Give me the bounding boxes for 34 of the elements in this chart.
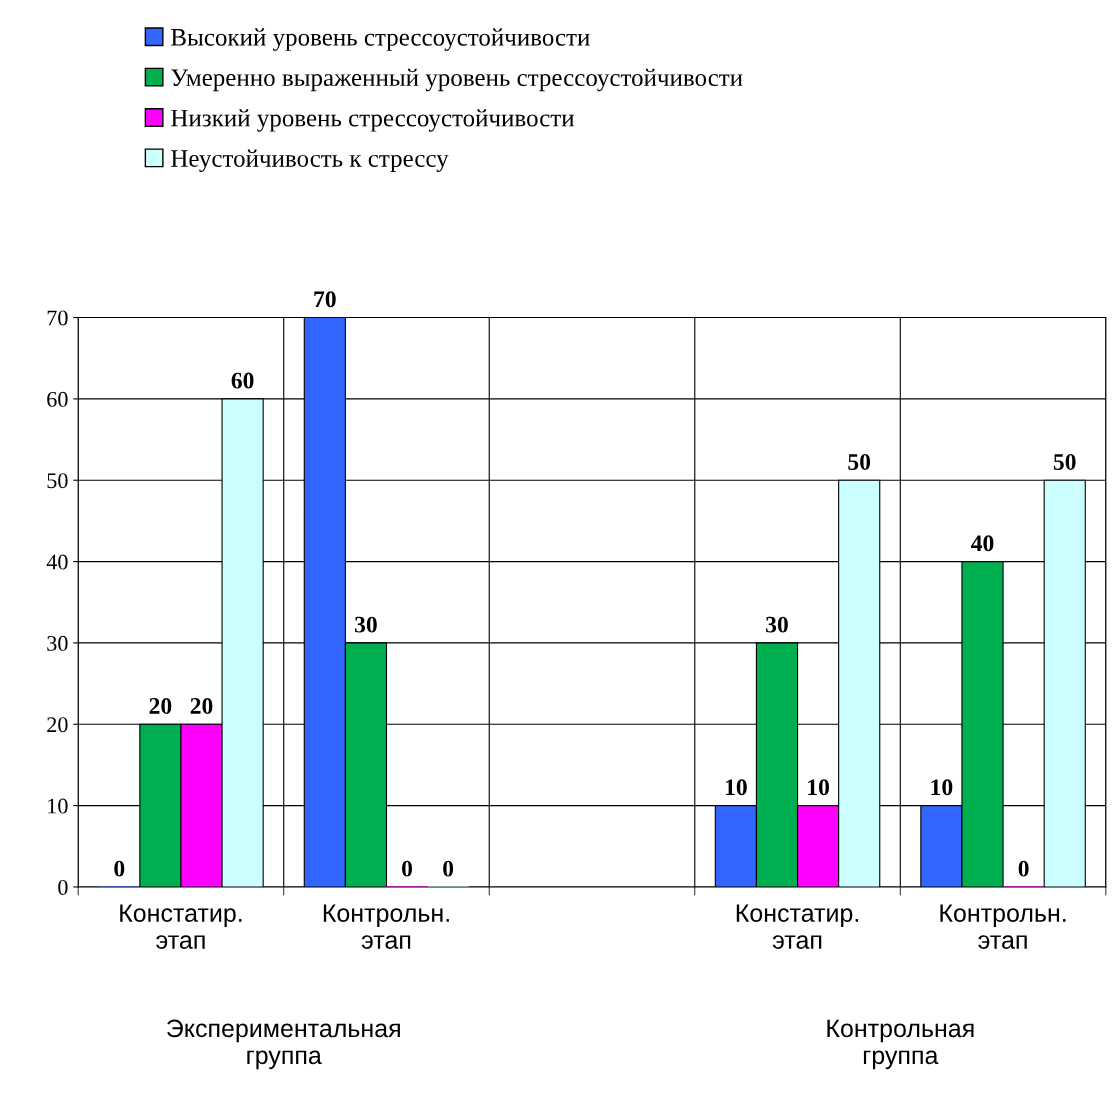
text: Экспериментальная группа	[167, 1019, 400, 1070]
data-label: 10	[808, 779, 829, 796]
text: Контрольная группа	[827, 1019, 974, 1070]
data-label: 70	[314, 291, 336, 308]
x-tick-label: Констатир. этап	[736, 904, 859, 949]
data-label: 0	[1018, 860, 1029, 877]
data-label: 10	[931, 779, 953, 796]
data-label: 0	[402, 860, 413, 877]
y-tick-label: 70	[47, 310, 68, 326]
x-tick-label: Констатир. этап	[120, 904, 242, 949]
data-label: 20	[190, 697, 213, 714]
data-label: 10	[725, 779, 747, 796]
legend-label: Низкий уровень стрессоустойчивости	[171, 109, 575, 132]
data-label: 0	[114, 860, 125, 877]
data-label: 30	[766, 616, 788, 633]
y-tick-label: 10	[48, 798, 68, 814]
data-label: 60	[231, 372, 254, 389]
data-label: 30	[355, 616, 377, 633]
y-tick-label: 20	[47, 717, 68, 733]
y-tick-label: 50	[47, 473, 68, 489]
data-label: 50	[848, 453, 871, 470]
data-label: 50	[1053, 453, 1076, 470]
data-label: 20	[149, 697, 172, 714]
legend-label: Неустойчивость к стрессу	[171, 149, 449, 173]
y-tick-label: 30	[47, 635, 68, 651]
x-tick-label: Контрольн. этап	[323, 904, 449, 949]
data-label: 0	[443, 860, 454, 877]
data-label: 40	[971, 535, 994, 552]
y-tick-label: 60	[47, 391, 68, 407]
x-tick-label: Контрольн. этап	[940, 904, 1066, 949]
y-tick-label: 40	[46, 554, 68, 570]
legend-label: Умеренно выраженный уровень стрессоустойчивости	[171, 68, 743, 92]
y-tick-label: 0	[58, 879, 68, 895]
legend-label: Высокий уровень стрессоустойчивости	[171, 28, 590, 51]
